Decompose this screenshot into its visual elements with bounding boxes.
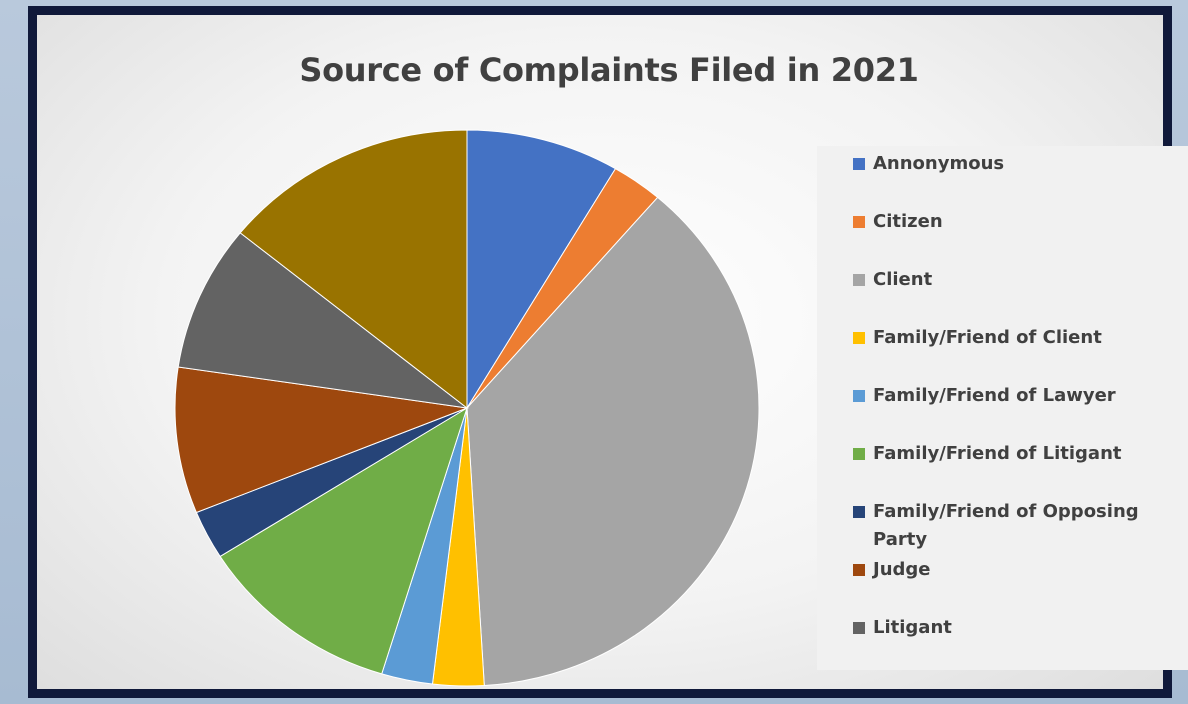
legend-label: Judge <box>873 559 931 580</box>
legend-item-family-friend-of-litigant: Family/Friend of Litigant <box>853 440 1173 468</box>
legend-swatch <box>853 216 865 228</box>
chart-frame: Source of Complaints Filed in 2021 Annon… <box>28 6 1188 698</box>
legend-item-annonymous: Annonymous <box>853 150 1173 178</box>
pie-slice-judge <box>174 366 469 514</box>
legend-item-citizen: Citizen <box>853 208 1173 236</box>
legend-item-client: Client <box>853 266 1173 294</box>
legend-item-litigant: Litigant <box>853 614 1173 642</box>
legend-swatch <box>853 506 865 518</box>
legend-item-family-friend-of-lawyer: Family/Friend of Lawyer <box>853 382 1173 410</box>
legend-swatch <box>853 274 865 286</box>
legend-label: Citizen <box>873 211 943 232</box>
legend-label: Family/Friend of Litigant <box>873 443 1122 464</box>
pie-chart <box>174 129 760 687</box>
legend: Annonymous Citizen Client Family/Friend of … <box>817 146 1188 670</box>
legend-item-family-friend-of-opposing-party: Family/Friend of Opposing Party <box>853 498 1173 554</box>
legend-label: Family/Friend of Lawyer <box>873 385 1116 406</box>
legend-label: Litigant <box>873 617 952 638</box>
legend-label: Client <box>873 269 933 290</box>
legend-label: Annonymous <box>873 153 1005 174</box>
legend-label: Family/Friend of Opposing Party <box>873 501 1139 550</box>
legend-swatch <box>853 564 865 576</box>
pie-slice-other <box>239 129 468 410</box>
legend-label: Family/Friend of Client <box>873 327 1102 348</box>
legend-swatch <box>853 390 865 402</box>
pie-slice-client <box>466 196 760 687</box>
legend-swatch <box>853 622 865 634</box>
pie-slice-litigant <box>177 232 469 409</box>
chart-title: Source of Complaints Filed in 2021 <box>299 51 919 89</box>
legend-swatch <box>853 448 865 460</box>
legend-item-family-friend-of-client: Family/Friend of Client <box>853 324 1173 352</box>
pie-slice-annonymous <box>466 129 617 410</box>
pie-slice-family-friend-of-litigant <box>219 406 468 675</box>
legend-swatch <box>853 332 865 344</box>
legend-swatch <box>853 158 865 170</box>
legend-item-judge: Judge <box>853 556 1173 584</box>
